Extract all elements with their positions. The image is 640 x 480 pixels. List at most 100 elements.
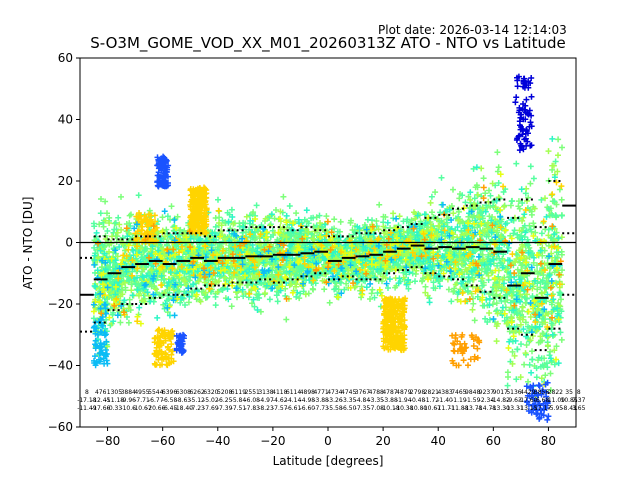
- bin-stat-19-0: 4745: [341, 389, 356, 396]
- bin-stat-27-2: -11.88: [449, 405, 469, 412]
- bin-stat-31-1: -9.63: [506, 397, 522, 404]
- scatter-series-7: [95, 184, 564, 369]
- bin-stat-16-2: -6.60: [300, 405, 316, 412]
- bin-stat-5-0: 5544: [148, 389, 163, 396]
- bin-stat-28-1: -1.59: [465, 397, 481, 404]
- bin-stat-6-0: 6396: [162, 389, 177, 396]
- bin-stat-6-1: -6.58: [162, 397, 178, 404]
- bin-stat-29-1: -2.34: [479, 397, 495, 404]
- y-tick-label-6: 60: [58, 51, 73, 65]
- statistics-overlay: [80, 180, 576, 352]
- bin-stat-29-0: 9237: [479, 389, 494, 396]
- bin-stat-33-2: -17.17: [532, 405, 552, 412]
- bin-stat-16-1: -4.98: [300, 397, 316, 404]
- bin-stat-22-1: -3.88: [382, 397, 398, 404]
- scatter-series-9: [512, 73, 535, 154]
- x-tick-label-0: −80: [95, 434, 120, 448]
- bin-stat-12-1: -6.08: [244, 397, 260, 404]
- bin-stat-0-2: -11.49: [77, 405, 97, 412]
- x-tick-label-5: 20: [375, 434, 390, 448]
- y-tick-label-0: −60: [48, 420, 73, 434]
- y-axis-label: ATO - NTO [DU]: [21, 196, 35, 290]
- bin-stat-14-1: -4.62: [272, 397, 288, 404]
- bin-stat-10-0: 5208: [217, 389, 232, 396]
- bin-stat-26-0: 4383: [437, 389, 452, 396]
- bin-stat-28-2: -13.78: [463, 405, 483, 412]
- x-tick-label-7: 60: [486, 434, 501, 448]
- y-tick-label-2: −20: [48, 297, 73, 311]
- bin-stat-1-0: 476: [95, 389, 107, 396]
- bin-stat-30-2: -13.30: [491, 405, 511, 412]
- bin-stat-2-0: 1305: [107, 389, 122, 396]
- bin-stat-8-0: 6262: [189, 389, 204, 396]
- extra-stat-1: 7.37: [572, 397, 586, 404]
- bin-stat-32-1: -17.60: [518, 397, 538, 404]
- bin-stat-24-2: -10.80: [408, 405, 428, 412]
- bin-stat-2-1: -11.18: [105, 397, 125, 404]
- x-tick-label-3: −20: [260, 434, 285, 448]
- bin-stat-13-2: -8.23: [258, 405, 274, 412]
- bin-stat-25-1: -1.72: [424, 397, 440, 404]
- bin-stat-32-0: 4429: [520, 389, 535, 396]
- scatter-points: [90, 73, 565, 423]
- bin-stat-19-1: -3.35: [341, 397, 357, 404]
- y-tick-label-4: 20: [58, 174, 73, 188]
- bin-stat-21-2: -7.08: [368, 405, 384, 412]
- extra-stat-2: 3.65: [572, 405, 586, 412]
- bin-stat-24-0: 2798: [410, 389, 425, 396]
- bin-stat-11-0: 6119: [231, 389, 246, 396]
- bin-stat-5-2: -20.66: [146, 405, 166, 412]
- bin-stat-11-2: -7.51: [231, 405, 247, 412]
- bin-stat-13-1: -4.97: [258, 397, 274, 404]
- bin-stat-8-1: -5.12: [189, 397, 205, 404]
- bin-stat-17-1: -3.88: [313, 397, 329, 404]
- bin-stat-23-0: 4879: [396, 389, 411, 396]
- bin-stat-13-0: 3138: [258, 389, 273, 396]
- bin-stat-31-2: -13.31: [504, 405, 524, 412]
- bin-stat-1-1: -12.45: [91, 397, 111, 404]
- axes: −80 −60 −40 −20 0 20 40 60 80 −60 −40 −20 0 20 40 60: [48, 51, 556, 448]
- bin-stat-9-0: 6320: [203, 389, 218, 396]
- bin-stat-12-0: 2551: [245, 389, 260, 396]
- bin-stat-25-0: 2821: [424, 389, 439, 396]
- bin-stat-0-1: -17.18: [77, 397, 97, 404]
- bin-stat-4-1: -7.71: [134, 397, 150, 404]
- bin-stat-34-0: 2822: [548, 389, 563, 396]
- bin-stat-10-1: -6.25: [217, 397, 233, 404]
- bin-stat-32-2: -13.15: [518, 405, 538, 412]
- chart-title: S-O3M_GOME_VOD_XX_M01_20260313Z ATO - NT…: [90, 34, 566, 52]
- bin-stat-3-1: -9.96: [120, 397, 136, 404]
- bin-stat-7-0: 6308: [176, 389, 191, 396]
- bin-stat-18-1: -3.26: [327, 397, 343, 404]
- bin-stat-30-0: 9017: [493, 389, 508, 396]
- x-tick-label-6: 40: [431, 434, 446, 448]
- bin-stat-14-0: 4118: [272, 389, 287, 396]
- bin-stat-35-0: 35: [565, 389, 573, 396]
- bin-stat-17-0: 4771: [313, 389, 328, 396]
- bin-stat-23-1: -1.94: [396, 397, 412, 404]
- y-tick-label-1: −40: [48, 359, 73, 373]
- bin-stat-34-2: -5.95: [548, 405, 564, 412]
- bin-stat-7-2: -18.40: [174, 405, 194, 412]
- bin-stat-18-0: 4734: [327, 389, 342, 396]
- bin-stat-26-2: -11.71: [435, 405, 455, 412]
- x-tick-label-2: −40: [205, 434, 230, 448]
- bin-stat-27-1: -1.19: [451, 397, 467, 404]
- bin-stat-33-1: -6.68: [534, 397, 550, 404]
- bin-stat-22-0: 4787: [382, 389, 397, 396]
- bin-stat-28-0: 9848: [465, 389, 480, 396]
- bin-stat-8-2: -7.23: [189, 405, 205, 412]
- x-tick-label-1: −60: [150, 434, 175, 448]
- bin-stat-12-2: -7.83: [244, 405, 260, 412]
- bin-stat-30-1: -14.82: [491, 397, 511, 404]
- bin-stat-17-2: -7.73: [313, 405, 329, 412]
- bin-stat-35-1: 10.85: [561, 397, 578, 404]
- bin-stat-0-0: 8: [85, 389, 89, 396]
- bin-stat-3-0: 3884: [121, 389, 136, 396]
- bin-stat-25-2: -10.67: [422, 405, 442, 412]
- bin-stat-20-1: -4.84: [355, 397, 371, 404]
- bin-stat-19-2: -6.50: [341, 405, 357, 412]
- bin-stat-15-0: 6114: [286, 389, 301, 396]
- bin-stat-1-2: -17.66: [91, 405, 111, 412]
